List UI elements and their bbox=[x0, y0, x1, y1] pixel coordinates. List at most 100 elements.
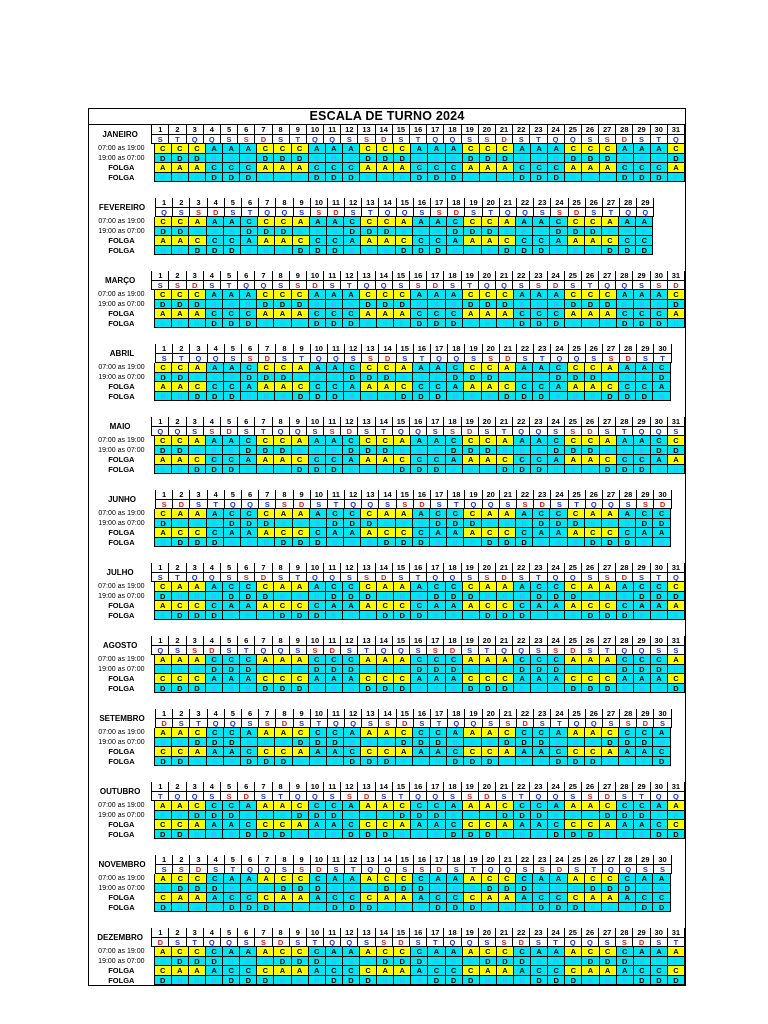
shift-code: D bbox=[550, 756, 568, 766]
shift-code: C bbox=[223, 309, 241, 319]
shift-code: A bbox=[636, 747, 654, 757]
weekday-letter: T bbox=[327, 499, 346, 509]
shift-code: B bbox=[206, 829, 224, 839]
shift-code: A bbox=[548, 144, 566, 154]
day-number: 5 bbox=[220, 636, 239, 646]
shift-code: C bbox=[496, 801, 514, 811]
shift-code: A bbox=[342, 601, 360, 611]
shift-code: A bbox=[394, 820, 412, 830]
shift-code: B bbox=[206, 226, 224, 236]
shift-code: D bbox=[189, 245, 207, 255]
shift-code: A bbox=[309, 893, 327, 903]
shift-code: D bbox=[309, 245, 327, 255]
weekday-letter: S bbox=[599, 134, 617, 144]
shift-code: B bbox=[344, 391, 362, 401]
shift-code: B bbox=[189, 902, 207, 912]
shift-code: A bbox=[258, 528, 276, 538]
weekday-letter: S bbox=[341, 645, 359, 655]
day-number: 30 bbox=[650, 271, 668, 281]
shift-code: A bbox=[548, 455, 566, 465]
shift-code: B bbox=[515, 518, 534, 528]
shift-code: C bbox=[223, 455, 241, 465]
shift-code: D bbox=[188, 299, 206, 309]
shift-code: D bbox=[171, 153, 189, 163]
shift-code: B bbox=[479, 318, 497, 328]
shift-code: A bbox=[275, 509, 293, 519]
weekday-letter: Q bbox=[564, 134, 582, 144]
shift-code: A bbox=[206, 363, 224, 373]
shift-label: FOLGA bbox=[89, 820, 155, 830]
shift-code: B bbox=[342, 299, 360, 309]
weekday-letter: S bbox=[306, 426, 325, 436]
day-number: 10 bbox=[310, 855, 328, 865]
shift-code: C bbox=[633, 582, 651, 592]
shift-code: C bbox=[619, 236, 637, 246]
shift-code: B bbox=[428, 683, 446, 693]
month-section: ABRIL 1 2 3 4 5 6 7 8 9 10 11 12 13 14 15 16 17 18 19 20 21 22… bbox=[89, 344, 685, 401]
day-number: 12 bbox=[345, 490, 363, 500]
weekday-letter: D bbox=[341, 426, 359, 436]
weekday-letter: D bbox=[616, 572, 634, 582]
weekday-letter: D bbox=[190, 864, 208, 874]
month-name: FEVEREIRO bbox=[89, 198, 156, 217]
shift-code: C bbox=[582, 436, 600, 446]
shift-row: FOLGA C C A A A C C C A A A C C C A A A C C C A A A C C C A A A C C bbox=[89, 820, 686, 830]
day-number: 11 bbox=[324, 636, 342, 646]
weekday-letter: D bbox=[324, 645, 342, 655]
shift-code: D bbox=[599, 683, 617, 693]
weekday-letter: T bbox=[534, 353, 552, 363]
shift-code: B bbox=[582, 810, 600, 820]
shift-code: C bbox=[172, 874, 190, 884]
shift-code: C bbox=[601, 382, 620, 392]
weekday-letter: Q bbox=[633, 645, 651, 655]
shift-code: B bbox=[342, 153, 360, 163]
day-number: 23 bbox=[530, 417, 548, 427]
shift-code: B bbox=[601, 518, 620, 528]
weekday-letter: T bbox=[461, 280, 479, 290]
shift-code: B bbox=[172, 391, 190, 401]
day-number: 19 bbox=[465, 344, 483, 354]
shift-code: D bbox=[206, 245, 224, 255]
shift-code: B bbox=[513, 299, 532, 309]
shift-code: D bbox=[240, 664, 258, 674]
shift-code: B bbox=[171, 975, 189, 985]
month-gap bbox=[89, 474, 685, 490]
shift-code: B bbox=[616, 445, 634, 455]
weekday-letter: D bbox=[581, 426, 600, 436]
shift-code: D bbox=[565, 975, 583, 985]
weekday-letter: Q bbox=[306, 134, 325, 144]
shift-code: C bbox=[155, 217, 173, 227]
shift-code: C bbox=[599, 601, 617, 611]
weekday-letter: D bbox=[375, 572, 393, 582]
shift-code: C bbox=[633, 966, 651, 976]
shift-code: C bbox=[548, 436, 566, 446]
shift-code: C bbox=[616, 455, 634, 465]
month-section: MAIO 1 2 3 4 5 6 7 8 9 10 11 12 13 14 15 16 17 18 19 20 21 22 2… bbox=[89, 417, 686, 474]
shift-code: C bbox=[344, 217, 362, 227]
shift-code: A bbox=[496, 655, 514, 665]
weekday-letter: D bbox=[392, 937, 410, 947]
day-number: 4 bbox=[203, 271, 221, 281]
day-number: 13 bbox=[362, 709, 380, 719]
shift-code: B bbox=[309, 372, 327, 382]
day-number: 14 bbox=[379, 344, 397, 354]
shift-code: A bbox=[599, 820, 617, 830]
shift-code: C bbox=[428, 966, 446, 976]
shift-code: B bbox=[479, 664, 497, 674]
shift-row: FOLGA D D B B B D D D B B B D D D B B B D D D B B B D D D B B B D bbox=[89, 756, 685, 766]
weekday-letter: D bbox=[620, 353, 638, 363]
shift-code: A bbox=[411, 674, 429, 684]
day-number: 13 bbox=[358, 928, 376, 938]
shift-code: B bbox=[325, 299, 343, 309]
shift-code: D bbox=[567, 518, 585, 528]
shift-label: 07:00 as 19:00 bbox=[89, 217, 155, 227]
day-number-row: 1 2 3 4 5 6 7 8 9 10 11 12 13 14 15 16 17 18 19 20 21 22 23 24 2… bbox=[152, 563, 685, 573]
shift-code: A bbox=[189, 509, 207, 519]
shift-code: B bbox=[498, 756, 516, 766]
shift-code: B bbox=[430, 372, 448, 382]
shift-code: A bbox=[395, 893, 413, 903]
day-number: 5 bbox=[224, 344, 242, 354]
weekday-letter: Q bbox=[289, 426, 307, 436]
